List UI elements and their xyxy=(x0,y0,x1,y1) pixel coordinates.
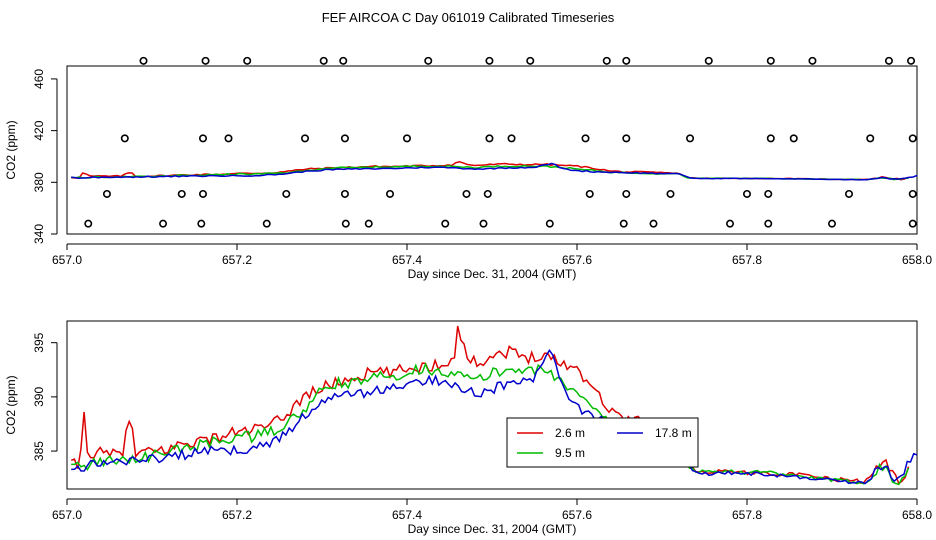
calibration-point xyxy=(908,189,917,198)
calibration-point xyxy=(686,134,695,143)
calibration-point xyxy=(483,189,492,198)
x-tick-label: 658.0 xyxy=(902,253,932,267)
series-line-26m xyxy=(70,325,910,485)
calibration-point xyxy=(485,134,494,143)
calibration-point xyxy=(424,56,433,65)
x-tick-label: 657.8 xyxy=(732,508,762,522)
calibration-point xyxy=(199,189,208,198)
legend: 2.6 m 9.5 m 17.8 m xyxy=(506,417,699,468)
calibration-point xyxy=(120,134,129,143)
calibration-point xyxy=(485,56,494,65)
x-tick-label: 657.6 xyxy=(562,508,592,522)
y-tick-label: 340 xyxy=(32,224,46,244)
calibration-point xyxy=(139,56,148,65)
calibration-point xyxy=(197,219,206,228)
calibration-point xyxy=(545,219,554,228)
calibration-point xyxy=(340,189,349,198)
calibration-point xyxy=(704,56,713,65)
calibration-point xyxy=(300,134,309,143)
calibration-point xyxy=(282,189,291,198)
calibration-point xyxy=(766,134,775,143)
full-range-panel: 657.0 657.2 657.4 657.6 657.8 658.0 Day since … xyxy=(4,56,932,281)
y-tick-label: 460 xyxy=(32,69,46,89)
calibration-point xyxy=(581,134,590,143)
plot-frame xyxy=(66,65,918,235)
y-tick-label: 385 xyxy=(32,441,46,461)
zoomed-panel: 657.0 657.2 657.4 657.6 657.8 658.0 Day since … xyxy=(4,320,932,536)
calibration-point xyxy=(649,219,658,228)
legend-label: 9.5 m xyxy=(555,446,585,460)
calibration-point xyxy=(224,134,233,143)
x-tick-label: 658.0 xyxy=(902,508,932,522)
calibration-point xyxy=(907,56,916,65)
legend-label: 17.8 m xyxy=(655,426,692,440)
calibration-point xyxy=(339,56,348,65)
x-tick-label: 657.8 xyxy=(732,253,762,267)
calibration-point xyxy=(742,189,751,198)
x-tick-label: 657.6 xyxy=(562,253,592,267)
calibration-point xyxy=(764,219,773,228)
legend-label: 2.6 m xyxy=(555,426,585,440)
calibration-point xyxy=(479,219,488,228)
y-axis-label: CO2 (ppm) xyxy=(4,375,18,434)
calibration-point xyxy=(319,56,328,65)
series-line-178m xyxy=(71,162,918,181)
calibration-point xyxy=(177,189,186,198)
x-tick-label: 657.4 xyxy=(392,253,422,267)
series-line-26m xyxy=(71,161,909,181)
x-tick-label: 657.0 xyxy=(52,253,82,267)
calibration-point xyxy=(84,219,93,228)
x-tick-label: 657.2 xyxy=(222,253,252,267)
calibration-point xyxy=(619,219,628,228)
calibration-point xyxy=(507,134,516,143)
calibration-point xyxy=(385,189,394,198)
calibration-point xyxy=(666,189,675,198)
calibration-point xyxy=(622,189,631,198)
calibration-point xyxy=(622,56,631,65)
calibration-point xyxy=(884,56,893,65)
calibration-point xyxy=(526,56,535,65)
y-tick-label: 390 xyxy=(32,387,46,407)
calibration-point xyxy=(462,189,471,198)
calibration-point xyxy=(789,134,798,143)
y-tick-label: 380 xyxy=(32,172,46,192)
x-tick-label: 657.0 xyxy=(52,508,82,522)
x-tick-label: 657.4 xyxy=(392,508,422,522)
calibration-point xyxy=(340,134,349,143)
calibration-point xyxy=(764,189,773,198)
y-tick-label: 420 xyxy=(32,120,46,140)
y-axis-label: CO2 (ppm) xyxy=(4,120,18,179)
calibration-point xyxy=(808,56,817,65)
calibration-point xyxy=(402,134,411,143)
calibration-point xyxy=(602,56,611,65)
calibration-point xyxy=(766,56,775,65)
calibration-point xyxy=(364,219,373,228)
calibration-point xyxy=(441,219,450,228)
calibration-point xyxy=(725,219,734,228)
legend-box xyxy=(506,417,699,468)
x-axis-label: Day since Dec. 31, 2004 (GMT) xyxy=(408,522,577,536)
calibration-point xyxy=(201,56,210,65)
calibration-point xyxy=(341,219,350,228)
calibration-point xyxy=(159,219,168,228)
calibration-point xyxy=(262,219,271,228)
calibration-point xyxy=(866,134,875,143)
calibration-point xyxy=(622,134,631,143)
calibration-point xyxy=(585,189,594,198)
calibration-point xyxy=(844,189,853,198)
calibration-point xyxy=(827,219,836,228)
calibration-point xyxy=(102,189,111,198)
calibration-point xyxy=(243,56,252,65)
x-tick-label: 657.2 xyxy=(222,508,252,522)
calibration-point xyxy=(908,134,917,143)
x-axis-label: Day since Dec. 31, 2004 (GMT) xyxy=(408,267,577,281)
chart-title: FEF AIRCOA C Day 061019 Calibrated Times… xyxy=(322,10,615,25)
series-line-178m xyxy=(71,348,918,485)
calibration-point xyxy=(908,219,917,228)
calibration-point xyxy=(199,134,208,143)
plot-frame xyxy=(66,320,918,490)
series-line-95m xyxy=(71,361,910,486)
y-tick-label: 395 xyxy=(32,332,46,352)
